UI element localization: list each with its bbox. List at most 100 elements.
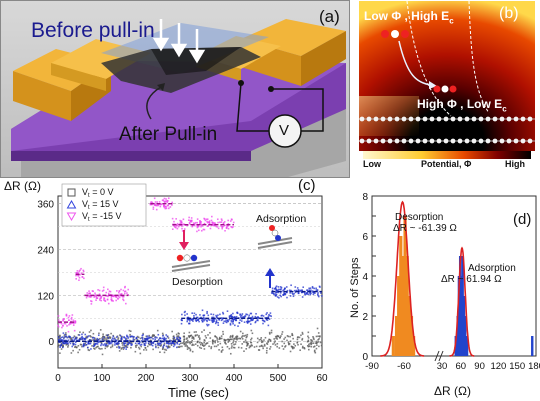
graphene-atom xyxy=(478,116,484,122)
data-point xyxy=(211,319,213,321)
data-point xyxy=(78,276,81,279)
data-point xyxy=(256,319,258,321)
desorption-bar xyxy=(399,236,403,356)
data-point xyxy=(175,225,178,227)
data-point xyxy=(60,339,63,342)
data-point xyxy=(127,288,130,291)
data-point xyxy=(124,292,126,295)
data-point xyxy=(119,335,122,337)
data-point xyxy=(212,339,214,342)
data-point xyxy=(232,322,234,325)
data-point xyxy=(108,343,110,345)
adsorption-bar xyxy=(456,316,459,356)
data-point xyxy=(200,347,203,350)
data-point xyxy=(142,334,144,336)
data-point xyxy=(275,336,278,338)
data-point xyxy=(156,336,158,339)
data-point xyxy=(95,295,98,298)
data-point xyxy=(200,342,203,344)
data-point xyxy=(211,215,213,218)
data-point xyxy=(313,345,316,348)
data-point xyxy=(212,313,215,316)
data-point xyxy=(279,288,282,291)
data-point xyxy=(271,289,274,292)
data-point xyxy=(320,344,323,347)
data-point xyxy=(245,336,248,339)
data-point xyxy=(89,335,92,337)
data-point xyxy=(88,295,90,298)
panel-d-fits xyxy=(380,200,475,357)
data-point xyxy=(187,316,190,319)
data-point xyxy=(222,222,225,224)
graphene-atom xyxy=(387,116,393,122)
data-point xyxy=(291,332,293,335)
data-point xyxy=(165,205,167,208)
data-point xyxy=(87,349,90,351)
graphene-atom xyxy=(387,138,393,144)
data-point xyxy=(157,204,160,207)
data-point xyxy=(106,334,109,337)
desorption-bar xyxy=(394,316,399,356)
data-point xyxy=(288,343,291,345)
data-point xyxy=(269,348,271,350)
data-point xyxy=(91,345,93,347)
data-point xyxy=(118,290,121,292)
data-point xyxy=(155,346,157,349)
data-point xyxy=(169,339,171,342)
graphene-atom xyxy=(408,138,414,144)
data-point xyxy=(236,311,239,314)
data-point xyxy=(197,319,199,321)
data-point xyxy=(216,339,219,341)
data-point xyxy=(173,220,175,223)
data-point xyxy=(81,338,84,340)
legend-label: Vt = 0 V xyxy=(82,187,113,199)
data-point xyxy=(230,342,233,345)
data-point xyxy=(319,341,322,344)
data-point xyxy=(175,338,177,341)
data-point xyxy=(317,339,319,341)
data-point xyxy=(229,322,232,325)
data-point xyxy=(320,292,322,294)
data-point xyxy=(154,338,156,340)
data-point xyxy=(118,294,120,297)
graphene-atom xyxy=(429,138,435,144)
data-point xyxy=(86,336,89,338)
data-point xyxy=(144,344,147,347)
data-point xyxy=(313,287,316,290)
data-point xyxy=(276,291,278,294)
data-point xyxy=(243,350,245,353)
graphene-atom xyxy=(506,138,512,144)
data-point xyxy=(111,344,114,346)
graphene-atom xyxy=(464,138,470,144)
data-point xyxy=(90,303,93,305)
data-point xyxy=(184,310,186,313)
data-point xyxy=(251,317,254,319)
data-point xyxy=(154,343,157,346)
data-point xyxy=(243,335,246,337)
data-point xyxy=(228,316,231,318)
data-point xyxy=(163,206,166,209)
data-point xyxy=(106,298,109,301)
data-point xyxy=(305,293,308,295)
legend-entry: Vt = -15 V xyxy=(66,211,121,223)
data-point xyxy=(306,340,309,343)
data-point xyxy=(173,344,176,346)
data-point xyxy=(191,219,193,222)
data-point xyxy=(196,218,199,220)
data-point xyxy=(103,336,105,339)
data-point xyxy=(96,337,98,340)
data-point xyxy=(93,296,95,298)
data-point xyxy=(193,224,196,226)
data-point xyxy=(266,342,268,345)
data-point xyxy=(86,337,88,339)
data-point xyxy=(236,335,238,338)
data-point xyxy=(125,348,127,350)
data-point xyxy=(215,336,218,338)
data-point xyxy=(301,331,304,334)
panel-c-grid xyxy=(58,203,322,342)
data-point xyxy=(308,289,311,292)
data-point xyxy=(193,223,196,225)
data-point xyxy=(170,342,172,345)
data-point xyxy=(196,344,199,347)
data-point xyxy=(99,329,102,331)
